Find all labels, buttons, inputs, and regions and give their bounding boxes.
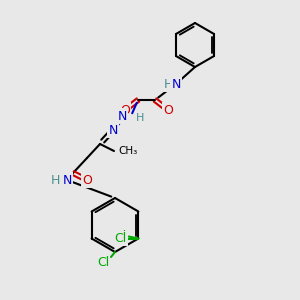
Text: O: O: [82, 173, 92, 187]
Text: N: N: [118, 110, 127, 122]
Text: N: N: [62, 173, 72, 187]
Text: Cl: Cl: [97, 256, 109, 268]
Text: Cl: Cl: [114, 230, 127, 243]
Text: H: H: [163, 77, 173, 91]
Text: H: H: [51, 173, 60, 187]
Text: H: H: [136, 113, 144, 123]
Text: N: N: [171, 77, 181, 91]
Text: N: N: [108, 124, 118, 136]
Text: CH₃: CH₃: [118, 146, 137, 156]
Text: O: O: [163, 103, 173, 116]
Text: Cl: Cl: [114, 232, 127, 245]
Text: O: O: [120, 103, 130, 116]
